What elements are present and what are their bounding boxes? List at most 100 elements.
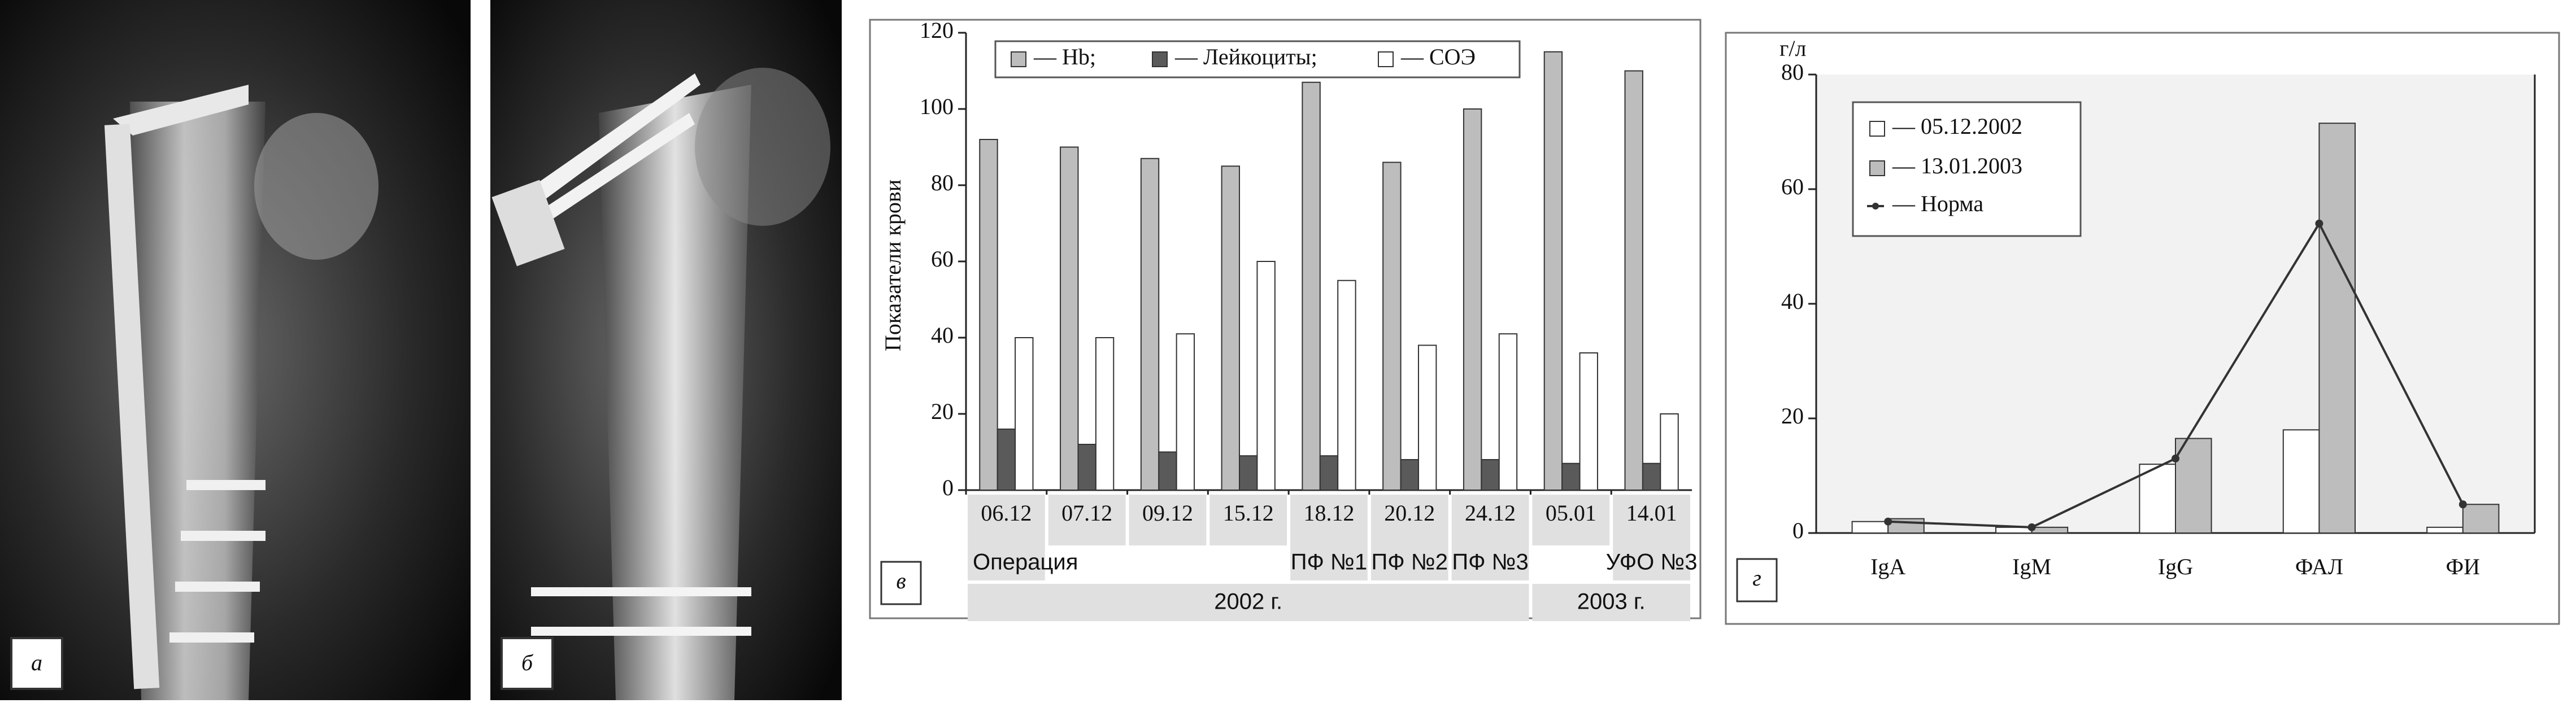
x-tick-label: IgM <box>2012 554 2051 579</box>
legend-label: — Hb; <box>1033 44 1096 69</box>
legend-label: — СОЭ <box>1400 44 1476 69</box>
note-cell <box>1370 545 1448 580</box>
bar <box>1095 337 1115 491</box>
y-tick-label: 20 <box>931 399 954 424</box>
point <box>1884 517 1892 526</box>
y-tick-label: 100 <box>920 94 954 119</box>
bar <box>1140 158 1160 491</box>
point <box>2172 455 2179 463</box>
legend-box <box>994 40 1521 78</box>
y-tick-label: 40 <box>1781 289 1804 314</box>
note-cell <box>968 545 1045 580</box>
bar <box>2462 504 2500 534</box>
point <box>2458 500 2467 509</box>
bar <box>1060 146 1079 491</box>
xray-a: а <box>0 0 471 700</box>
bar <box>1543 51 1563 491</box>
category-cell <box>1209 495 1287 545</box>
legend-label: — 13.01.2003 <box>1892 153 2022 178</box>
category-cell <box>1370 495 1448 545</box>
y-tick-label: 60 <box>1781 174 1804 199</box>
note-cell <box>1290 545 1368 580</box>
bar <box>1337 279 1356 491</box>
category-cell <box>968 495 1045 545</box>
x-tick-label: 20.12 <box>1384 500 1435 526</box>
y-tick-label: 20 <box>1781 403 1804 429</box>
panel-label: а <box>31 650 42 675</box>
legend-point <box>1872 203 1879 209</box>
legend-label: — 05.12.2002 <box>1892 113 2022 139</box>
category-cell <box>1290 495 1368 545</box>
x-tick-label: 15.12 <box>1223 500 1274 526</box>
point <box>2027 523 2036 531</box>
category-cell <box>1451 495 1529 545</box>
category-cell <box>1129 495 1207 545</box>
y-tick-label: 80 <box>1781 59 1804 85</box>
x-tick-label: 07.12 <box>1061 500 1112 526</box>
bar <box>1498 333 1518 491</box>
y-axis-label: г/л <box>1779 36 1807 61</box>
x-tick-label: ФАЛ <box>2295 554 2343 579</box>
year-cell <box>968 584 1529 621</box>
category-note: ПФ №1 <box>1291 550 1367 575</box>
bar <box>1624 70 1643 491</box>
year-label: 2002 г. <box>1214 589 1282 614</box>
xray-b: б <box>490 0 842 700</box>
legend-swatch <box>1869 160 1885 176</box>
bar <box>1851 521 1889 534</box>
bar <box>997 429 1016 491</box>
bar <box>1417 344 1437 491</box>
bar <box>2426 526 2464 534</box>
bar <box>1302 81 1321 491</box>
bar <box>1642 462 1661 491</box>
x-tick-label: 18.12 <box>1304 500 1355 526</box>
panel-label: в <box>896 568 906 593</box>
year-cell <box>1532 584 1690 621</box>
bar <box>1579 352 1598 491</box>
x-tick-label: 06.12 <box>981 500 1032 526</box>
bar <box>2175 438 2212 534</box>
x-tick-label: ФИ <box>2446 554 2481 579</box>
bar <box>1382 161 1402 491</box>
legend-label: — Норма <box>1892 191 1983 216</box>
y-tick-label: 0 <box>942 475 954 500</box>
y-tick-label: 0 <box>1792 518 1804 543</box>
bar <box>1660 413 1679 491</box>
year-label: 2003 г. <box>1577 589 1646 614</box>
note-cell <box>1613 545 1690 580</box>
category-note: Операция <box>973 550 1078 575</box>
y-tick-label: 120 <box>920 18 954 43</box>
panel-label-box <box>880 561 922 605</box>
y-tick-label: 60 <box>931 246 954 272</box>
bar <box>979 139 998 491</box>
panel-label: б <box>521 650 534 675</box>
category-cell <box>1532 495 1610 545</box>
bar <box>1015 337 1034 491</box>
x-tick-label: 14.01 <box>1626 500 1677 526</box>
panel-label: г <box>1752 565 1761 591</box>
panel-label-box <box>1736 558 1778 602</box>
bar <box>1463 108 1482 491</box>
legend-box <box>1852 101 2082 237</box>
legend-swatch <box>1011 51 1026 67</box>
bar <box>1176 333 1195 491</box>
category-note: ПФ №2 <box>1372 550 1448 575</box>
bar <box>1319 455 1339 491</box>
x-tick-label: IgG <box>2158 554 2193 579</box>
legend-swatch <box>1152 51 1168 67</box>
x-tick-label: 05.01 <box>1546 500 1596 526</box>
category-note: УФО №3 <box>1606 550 1698 575</box>
legend-label: — Лейкоциты; <box>1174 44 1317 69</box>
note-cell <box>1451 545 1529 580</box>
x-tick-label: IgA <box>1870 554 1905 579</box>
bar <box>1158 451 1177 491</box>
bar <box>1221 165 1241 491</box>
y-tick-label: 40 <box>931 322 954 348</box>
bar <box>1481 459 1500 491</box>
bar <box>2139 464 2176 534</box>
bar <box>2282 429 2320 534</box>
y-tick-label: 80 <box>931 170 954 195</box>
bar <box>1256 261 1276 491</box>
x-tick-label: 24.12 <box>1465 500 1516 526</box>
